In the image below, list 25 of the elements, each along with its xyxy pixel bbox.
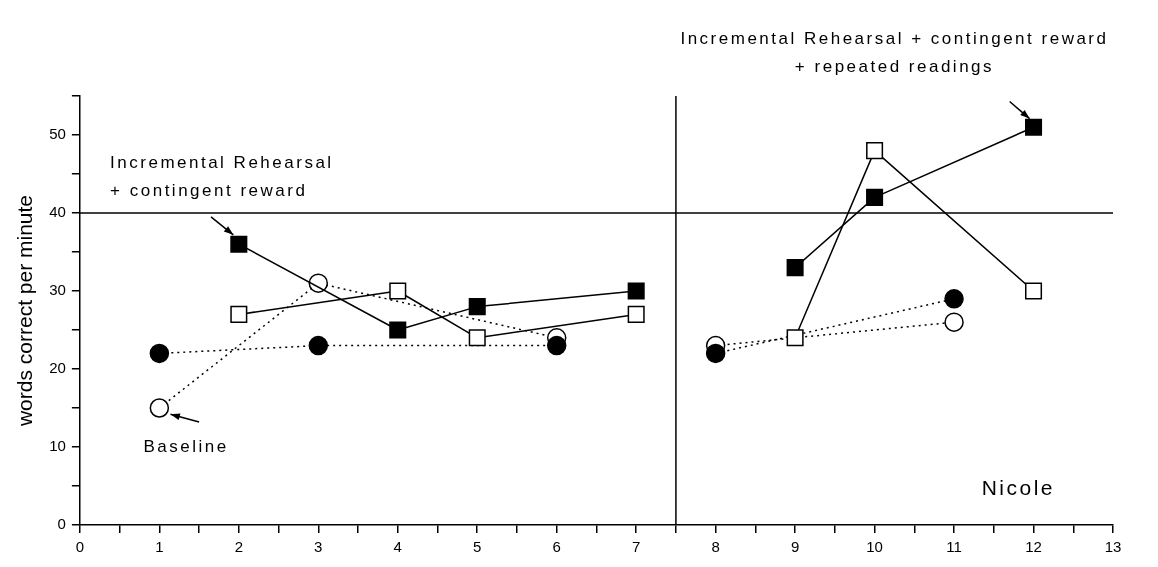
x-tick-label: 12 [1025,538,1042,556]
x-tick-label: 3 [314,538,323,556]
x-tick-label: 10 [866,538,883,556]
y-tick-label: 10 [49,437,66,455]
x-tick-label: 5 [473,538,482,556]
x-tick-label: 4 [393,538,402,556]
y-tick-label: 50 [49,125,66,143]
y-tick-label: 20 [49,359,66,377]
y-axis-title: words correct per minute [13,194,37,428]
x-tick-label: 13 [1104,538,1122,556]
annotation: Incremental Rehearsal + contingent reward + repeated readings [680,29,1109,76]
y-tick-label: 0 [57,515,66,533]
annotation: Nicole [981,476,1055,499]
annotation: Baseline [143,436,229,456]
y-tick-label: 30 [49,281,66,299]
x-tick-label: 8 [711,538,720,556]
x-tick-label: 9 [790,538,800,556]
x-tick-label: 11 [946,538,962,556]
x-tick-label: 0 [75,538,85,556]
x-tick-label: 1 [155,538,164,556]
x-tick-label: 2 [234,538,243,556]
annotation: Incremental Rehearsal + contingent reward [110,152,334,200]
x-tick-label: 6 [552,538,561,556]
x-tick-label: 7 [632,538,641,556]
y-tick-label: 40 [49,203,66,221]
